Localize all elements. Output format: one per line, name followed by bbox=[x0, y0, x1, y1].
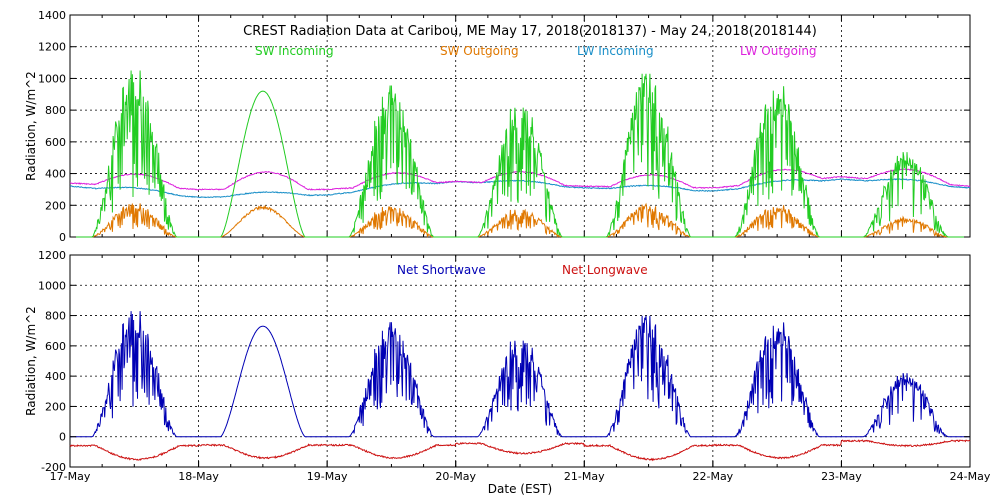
series-net-shortwave bbox=[70, 311, 970, 438]
x-tick-label: 22-May bbox=[692, 470, 733, 483]
y-tick-label: 1000 bbox=[38, 279, 66, 292]
top-plot-frame bbox=[69, 14, 971, 238]
legend-lw-incoming: LW Incoming bbox=[577, 44, 654, 58]
top-legend: SW Incoming SW Outgoing LW Incoming LW O… bbox=[255, 44, 817, 58]
x-tick-label: 23-May bbox=[821, 470, 862, 483]
bottom-legend: Net Shortwave Net Longwave bbox=[397, 263, 648, 277]
x-axis-label: Date (EST) bbox=[488, 482, 552, 496]
top-grid bbox=[69, 15, 970, 237]
series-sw-outgoing bbox=[70, 202, 970, 239]
y-tick-label: 1200 bbox=[38, 41, 66, 54]
bottom-series-group bbox=[69, 311, 971, 462]
y-tick-label: 0 bbox=[59, 231, 66, 244]
x-tick-label: 17-May bbox=[50, 470, 91, 483]
net-radiation-panel: -200 0 200 400 600 800 1000 1200 17-May 18-May 19… bbox=[24, 249, 991, 496]
incoming-outgoing-panel: 0 200 400 600 800 1000 1200 1400 CREST Radiatio… bbox=[24, 9, 971, 244]
series-lw-incoming bbox=[69, 178, 971, 199]
legend-sw-incoming: SW Incoming bbox=[255, 44, 334, 58]
y-tick-label: 600 bbox=[45, 136, 66, 149]
y-tick-label: 200 bbox=[45, 199, 66, 212]
legend-sw-outgoing: SW Outgoing bbox=[440, 44, 519, 58]
y-tick-label: -200 bbox=[41, 461, 66, 474]
bottom-grid bbox=[69, 255, 970, 467]
top-series-group bbox=[69, 70, 971, 239]
series-sw-incoming bbox=[70, 70, 970, 238]
y-tick-label: 1000 bbox=[38, 72, 66, 85]
bottom-y-ticks: -200 0 200 400 600 800 1000 1200 bbox=[38, 249, 970, 474]
y-tick-label: 1200 bbox=[38, 249, 66, 262]
bottom-x-ticks: 17-May 18-May 19-May 20-May 21-May 22-May 23-M… bbox=[50, 461, 991, 483]
chart-title: CREST Radiation Data at Caribou, ME May … bbox=[243, 24, 817, 39]
legend-net-longwave: Net Longwave bbox=[562, 263, 648, 277]
y-tick-label: 400 bbox=[45, 168, 66, 181]
top-y-ticks: 0 200 400 600 800 1000 1200 1400 bbox=[38, 9, 970, 244]
y-tick-label: 800 bbox=[45, 104, 66, 117]
bottom-y-axis-label: Radiation, W/m^2 bbox=[24, 306, 38, 416]
x-tick-label: 19-May bbox=[307, 470, 348, 483]
x-tick-label: 18-May bbox=[178, 470, 219, 483]
x-tick-label: 24-May bbox=[950, 470, 991, 483]
legend-net-shortwave: Net Shortwave bbox=[397, 263, 486, 277]
x-tick-label: 21-May bbox=[564, 470, 605, 483]
y-tick-label: 200 bbox=[45, 400, 66, 413]
y-tick-label: 800 bbox=[45, 310, 66, 323]
series-net-longwave bbox=[69, 439, 971, 462]
y-tick-label: 1400 bbox=[38, 9, 66, 22]
y-tick-label: 0 bbox=[59, 431, 66, 444]
top-y-axis-label: Radiation, W/m^2 bbox=[24, 71, 38, 181]
y-tick-label: 600 bbox=[45, 340, 66, 353]
y-tick-label: 400 bbox=[45, 370, 66, 383]
legend-lw-outgoing: LW Outgoing bbox=[740, 44, 817, 58]
bottom-plot-frame bbox=[69, 254, 971, 468]
x-tick-label: 20-May bbox=[435, 470, 476, 483]
